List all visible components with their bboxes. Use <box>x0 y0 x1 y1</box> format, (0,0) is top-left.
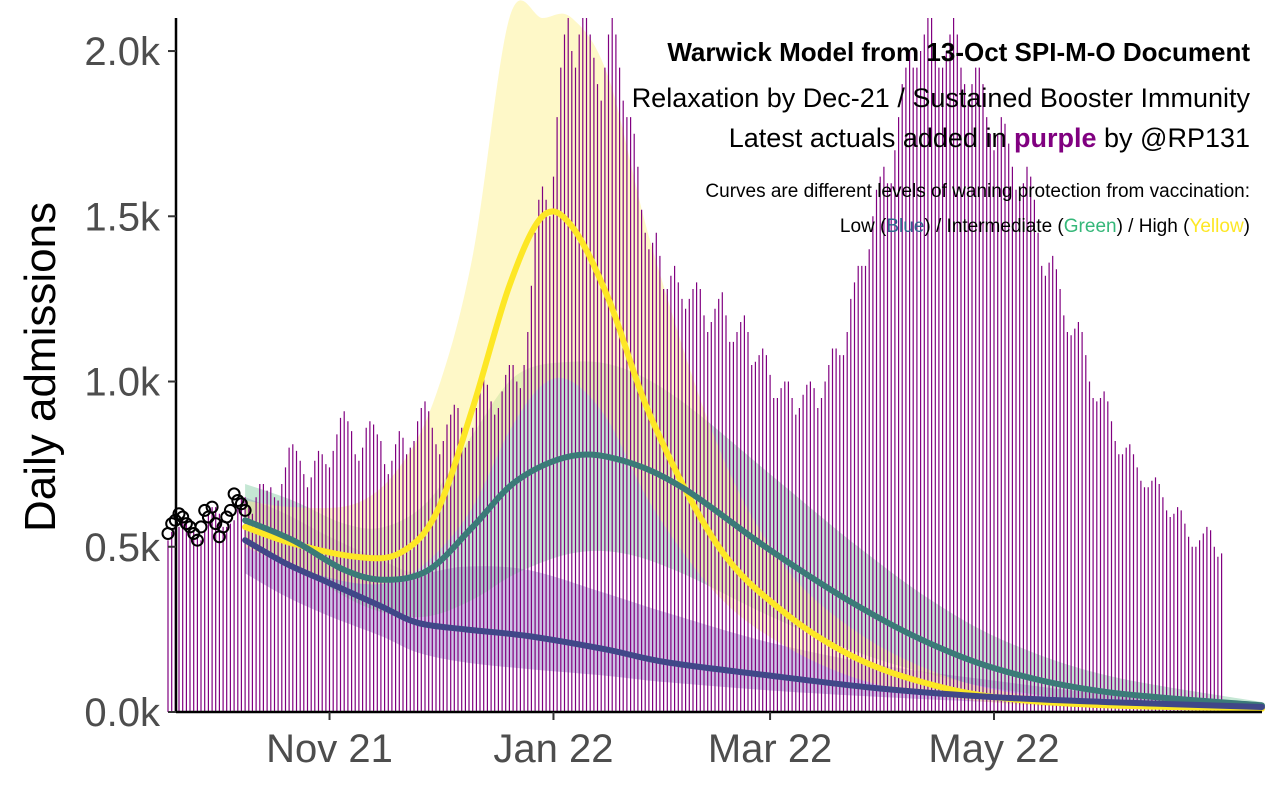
observed-point <box>190 533 204 547</box>
annotations: Warwick Model from 13-Oct SPI-M-O Docume… <box>632 37 1251 237</box>
observed-point <box>172 507 186 521</box>
axes <box>174 18 1262 714</box>
note-line-1: Curves are different levels of waning pr… <box>705 181 1250 202</box>
series-line-intermediate <box>242 451 1265 709</box>
note-high-prefix: ) / High ( <box>1117 216 1191 237</box>
observed-point <box>205 500 219 514</box>
series-line-high <box>242 208 1265 712</box>
x-tick-label: Jan 22 <box>493 727 613 771</box>
y-tick-label: 1.5k <box>84 195 161 239</box>
observed-point <box>234 497 248 511</box>
x-tick-label: Nov 21 <box>266 727 393 771</box>
observed-point <box>209 517 223 531</box>
chart-subtitle: Relaxation by Dec-21 / Sustained Booster… <box>632 83 1251 113</box>
observed-point <box>227 487 241 501</box>
observed-points <box>161 487 252 547</box>
chart-caption: Latest actuals added in purple by @RP131 <box>729 123 1250 153</box>
note-line-2: Low (Blue) / Intermediate (Green) / High… <box>840 216 1250 237</box>
observed-point <box>179 517 193 531</box>
caption-suffix: by @RP131 <box>1104 123 1250 153</box>
note-low-prefix: Low ( <box>840 216 887 237</box>
observed-point <box>223 503 237 517</box>
note-end: ) <box>1244 216 1250 237</box>
chart-title: Warwick Model from 13-Oct SPI-M-O Docume… <box>667 37 1250 67</box>
y-tick-label: 2.0k <box>84 30 161 74</box>
observed-point <box>198 503 212 517</box>
observed-point <box>194 520 208 534</box>
x-tick-label: Mar 22 <box>708 727 833 771</box>
x-ticks: Nov 21 Jan 22 Mar 22 May 22 <box>266 712 1060 771</box>
y-tick-label: 1.0k <box>84 361 161 405</box>
actual-admissions-bars <box>167 18 1223 712</box>
model-curves <box>242 208 1265 712</box>
x-tick-label: May 22 <box>928 727 1059 771</box>
y-tick-label: 0.5k <box>84 526 161 570</box>
series-line-low <box>242 537 1265 710</box>
y-ticks: 0.0k 0.5k 1.0k 1.5k 2.0k <box>84 30 176 735</box>
observed-point <box>231 494 245 507</box>
note-mid-prefix: ) / Intermediate ( <box>924 216 1064 237</box>
y-tick-label: 0.0k <box>84 691 161 735</box>
y-axis-title: Daily admissions <box>16 202 65 532</box>
caption-prefix: Latest actuals added in <box>729 123 1007 153</box>
observed-point <box>238 503 252 517</box>
note-high-word: Yellow <box>1189 216 1244 237</box>
band-high <box>245 0 1263 711</box>
note-mid-word: Green <box>1064 216 1117 237</box>
caption-highlight: purple <box>1014 123 1097 153</box>
observed-point <box>187 527 201 540</box>
band-low <box>245 497 1263 709</box>
observed-point <box>220 510 234 524</box>
note-low-word: Blue <box>886 216 924 237</box>
